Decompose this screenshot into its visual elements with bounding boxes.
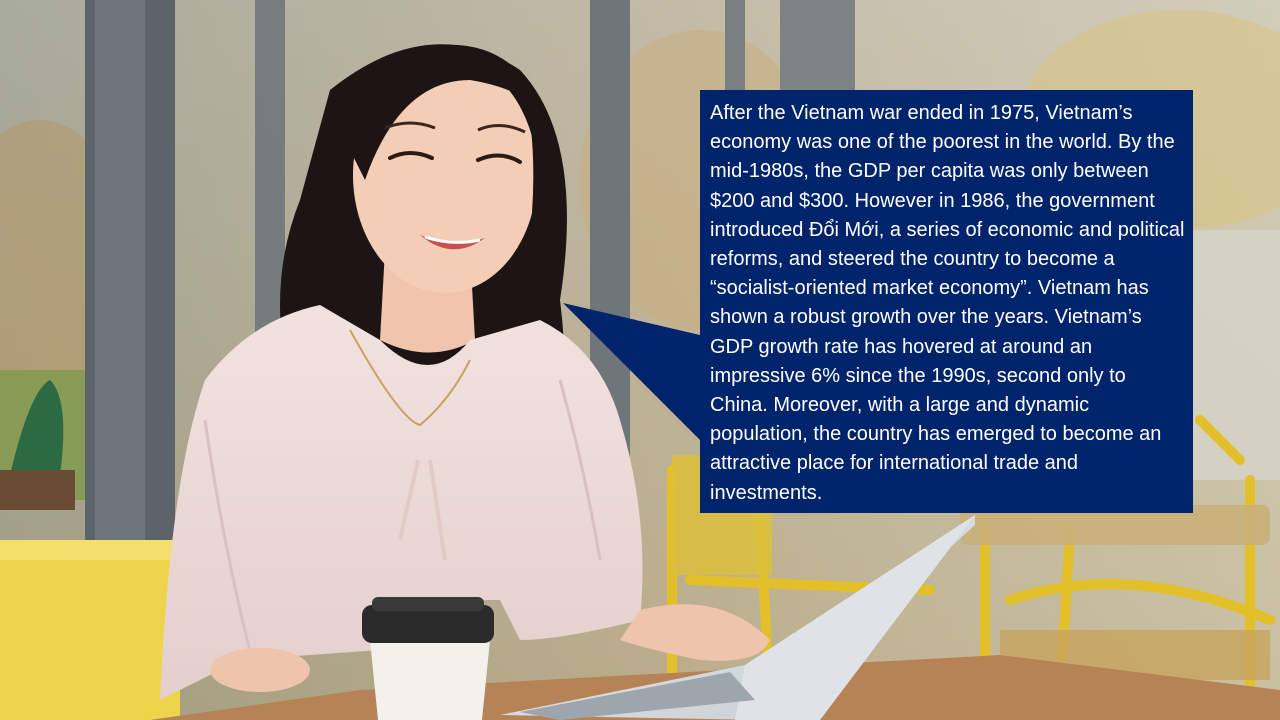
callout-text: After the Vietnam war ended in 1975, Vie… — [710, 102, 1185, 504]
callout-box: After the Vietnam war ended in 1975, Vie… — [700, 90, 1193, 513]
